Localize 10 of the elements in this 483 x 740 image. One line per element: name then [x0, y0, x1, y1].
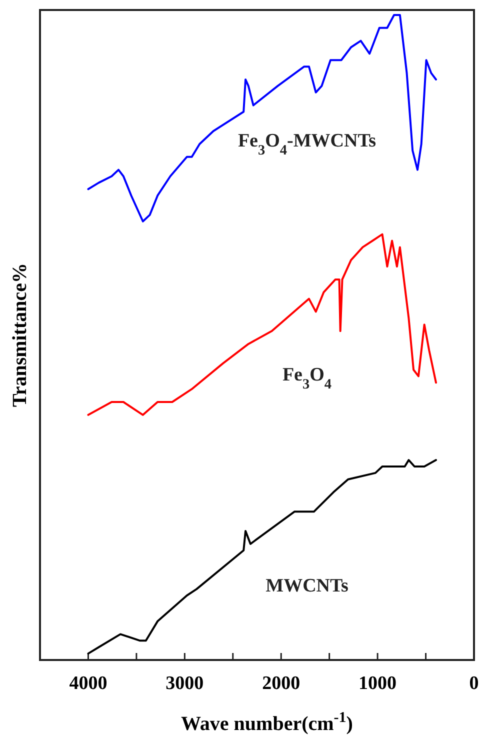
- x-tick-label: 3000: [166, 673, 204, 694]
- series-label: Fe$_{3}$O$_{4}$-MWCNTs: [238, 130, 376, 159]
- x-tick-label: 2000: [262, 673, 300, 694]
- series-label: Fe$_{3}$O$_{4}$: [282, 364, 332, 393]
- x-axis-title: Wave number(cm$^{-1}$): [181, 710, 353, 735]
- x-tick-label: 1000: [358, 673, 397, 694]
- x-tick-label: 0: [469, 673, 479, 694]
- y-axis-title: Transmittance%: [9, 262, 31, 408]
- series-label: MWCNTs: [266, 576, 348, 597]
- x-tick-label: 4000: [69, 673, 108, 694]
